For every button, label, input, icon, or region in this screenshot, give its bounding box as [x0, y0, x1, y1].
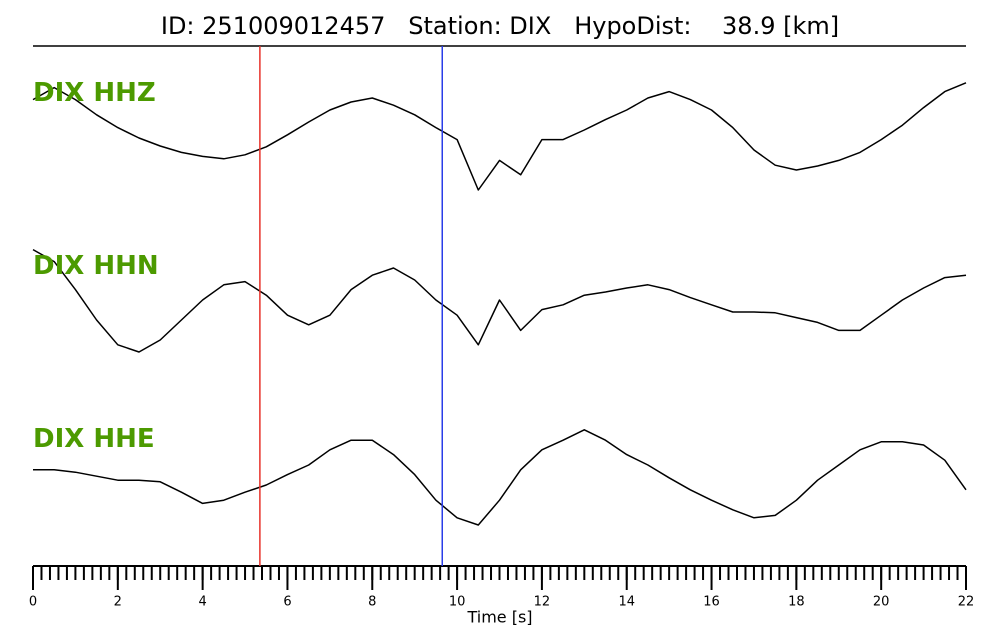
x-tick-label: 18 [788, 595, 805, 610]
x-tick-label: 0 [29, 595, 37, 610]
x-tick-label: 16 [703, 595, 720, 610]
x-tick-label: 12 [534, 595, 551, 610]
x-tick-label: 6 [283, 595, 291, 610]
x-axis-label: Time [s] [466, 608, 532, 627]
x-tick-label: 8 [368, 595, 376, 610]
x-tick-label: 14 [618, 595, 635, 610]
waveform [32, 82, 967, 191]
x-tick-label: 4 [198, 595, 206, 610]
x-tick-label: 10 [449, 595, 466, 610]
x-tick-label: 2 [114, 595, 122, 610]
x-tick-label: 20 [873, 595, 890, 610]
trace-label: DIX HHN [33, 251, 159, 281]
x-tick-label: 22 [958, 595, 975, 610]
waveform [33, 429, 967, 526]
chart-title: ID: 251009012457 Station: DIX HypoDist: … [161, 12, 839, 40]
trace-label: DIX HHE [33, 424, 155, 454]
trace-label: DIX HHZ [33, 78, 156, 108]
waveform [32, 248, 967, 353]
